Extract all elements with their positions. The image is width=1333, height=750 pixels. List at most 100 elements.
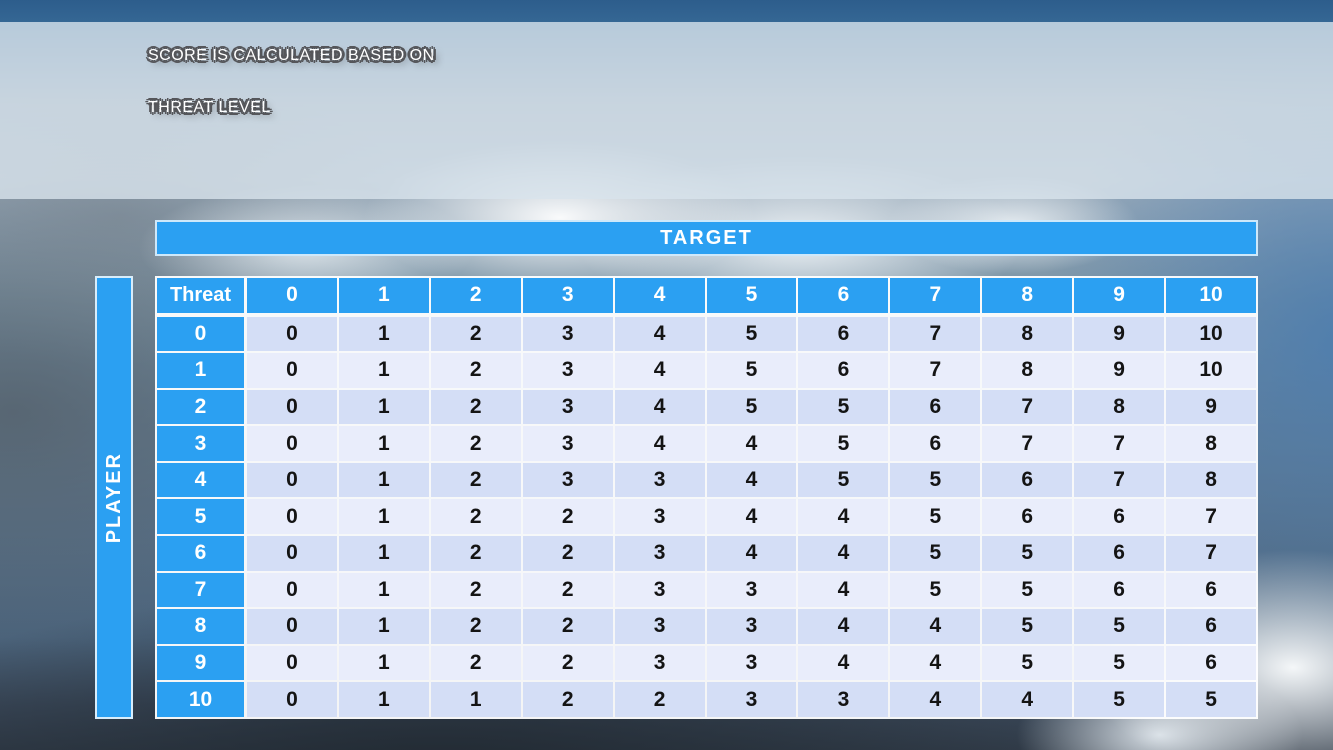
score-cell: 4 [798,572,889,608]
score-cell: 2 [430,536,521,571]
score-cell: 1 [338,389,429,425]
column-header: 7 [890,278,981,313]
score-cell: 5 [1074,682,1165,717]
score-cell: 4 [798,645,889,681]
column-header: 5 [706,278,797,313]
row-header: 0 [157,316,244,352]
score-cell: 2 [430,389,521,425]
score-cell: 4 [890,682,981,717]
score-cell: 3 [706,609,797,644]
title-line-2: THREAT LEVEL [148,99,271,116]
score-cell: 3 [614,536,705,571]
score-cell: 6 [890,426,981,461]
score-cell: 5 [1166,682,1256,717]
score-cell: 1 [338,682,429,717]
row-header: 6 [157,536,244,571]
score-cell: 3 [522,462,613,498]
score-cell: 6 [1166,645,1256,681]
score-matrix-table: Threat 0 1 2 3 4 5 6 7 8 9 10 0 0 1 2 3 4 5 6 7 8 9 10 1 0 1 2 3 4 5 6 7… [155,276,1258,719]
score-cell: 3 [614,609,705,644]
score-cell: 0 [247,426,337,461]
score-cell: 0 [247,353,337,388]
row-header: 7 [157,572,244,608]
score-cell: 9 [1166,389,1256,425]
score-cell: 2 [614,682,705,717]
score-cell: 1 [338,499,429,535]
score-cell: 0 [247,682,337,717]
score-cell: 2 [430,609,521,644]
row-header: 5 [157,499,244,535]
score-cell: 2 [430,645,521,681]
score-cell: 0 [247,389,337,425]
column-header: 4 [614,278,705,313]
score-cell: 6 [798,353,889,388]
score-cell: 3 [522,353,613,388]
score-cell: 6 [1166,609,1256,644]
score-cell: 1 [338,462,429,498]
score-cell: 3 [614,645,705,681]
score-cell: 4 [890,609,981,644]
table-row: 0 0 1 2 3 4 5 6 7 8 9 10 [157,316,1256,352]
title-line-1: SCORE IS CALCULATED BASED ON [148,47,435,64]
score-cell: 6 [982,499,1073,535]
score-cell: 5 [890,499,981,535]
score-cell: 2 [522,572,613,608]
score-cell: 4 [706,499,797,535]
column-header: 6 [798,278,889,313]
table-row: 10 0 1 1 2 2 3 3 4 4 5 5 [157,682,1256,717]
score-cell: 3 [706,572,797,608]
score-cell: 3 [706,645,797,681]
score-cell: 5 [706,389,797,425]
score-cell: 7 [1166,536,1256,571]
score-cell: 5 [982,572,1073,608]
score-cell: 5 [798,462,889,498]
score-cell: 3 [614,572,705,608]
score-cell: 8 [982,316,1073,352]
score-cell: 6 [798,316,889,352]
score-cell: 5 [706,316,797,352]
row-header: 4 [157,462,244,498]
score-cell: 5 [890,536,981,571]
score-cell: 4 [614,389,705,425]
score-cell: 8 [1166,426,1256,461]
score-cell: 5 [890,572,981,608]
score-cell: 4 [798,536,889,571]
score-cell: 7 [890,353,981,388]
score-cell: 4 [614,353,705,388]
score-cell: 1 [338,536,429,571]
score-cell: 0 [247,536,337,571]
score-cell: 8 [982,353,1073,388]
score-cell: 5 [1074,645,1165,681]
score-cell: 7 [1074,462,1165,498]
score-cell: 8 [1166,462,1256,498]
score-cell: 9 [1074,316,1165,352]
score-cell: 5 [982,536,1073,571]
score-cell: 5 [798,389,889,425]
column-header: 9 [1074,278,1165,313]
score-cell: 3 [706,682,797,717]
score-cell: 4 [706,462,797,498]
score-cell: 1 [338,316,429,352]
column-header: 2 [430,278,521,313]
score-cell: 1 [338,353,429,388]
score-cell: 3 [522,316,613,352]
target-axis-label: TARGET [660,226,753,249]
score-cell: 2 [430,462,521,498]
score-cell: 4 [982,682,1073,717]
score-cell: 2 [522,645,613,681]
row-header: 2 [157,389,244,425]
target-axis-header: TARGET [155,220,1258,256]
player-axis-header: PLAYER [95,276,133,719]
score-cell: 5 [982,609,1073,644]
column-header: 10 [1166,278,1256,313]
score-cell: 2 [430,353,521,388]
row-header: 10 [157,682,244,717]
score-cell: 1 [338,609,429,644]
